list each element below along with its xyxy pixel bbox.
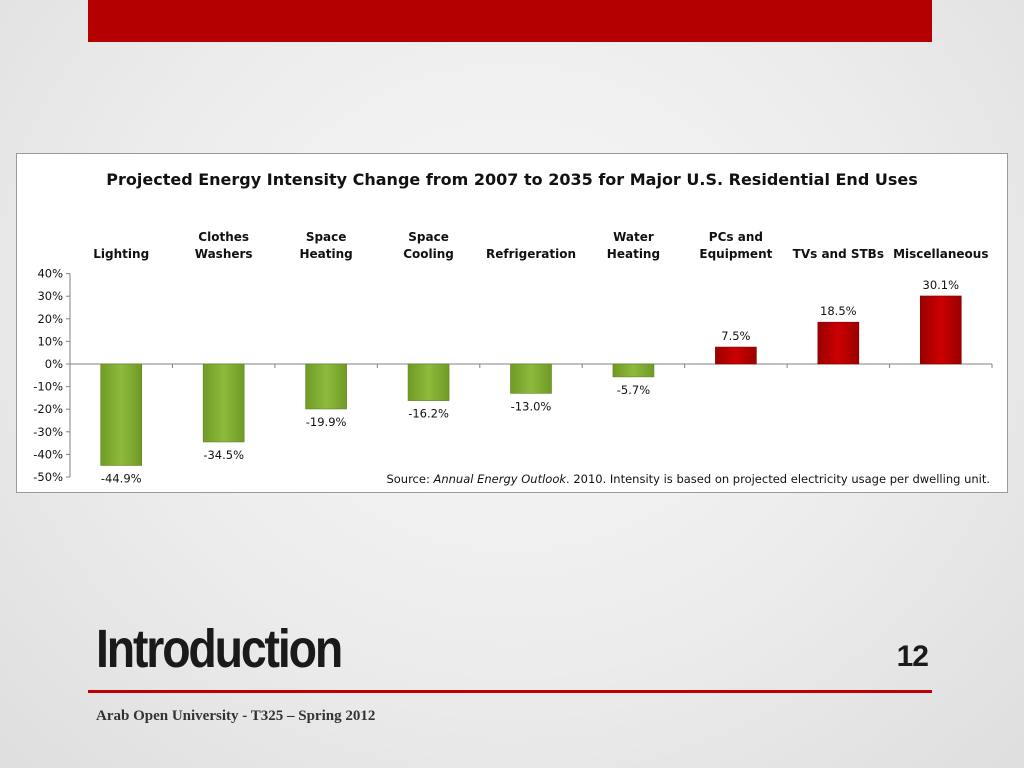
y-axis: 40% 30% 20% 10% 0% -10% -20% -30% -40% -50% [33,267,993,484]
chart-container: Projected Energy Intensity Change from 2… [16,153,1008,493]
bar [100,363,143,466]
data-label: -34.5% [203,448,244,462]
bar [510,363,552,394]
data-label: -13.0% [511,399,552,413]
category-label: Space [408,230,449,244]
chart-title: Projected Energy Intensity Change from 2… [106,170,917,189]
y-tick-label: -30% [33,425,63,439]
page-number: 12 [896,640,929,673]
y-tick-label: 30% [37,289,63,303]
category-label: Clothes [198,230,249,244]
y-tick-label: 10% [37,334,63,348]
category-labels: Lighting Clothes Washers Space Heating Space C… [93,230,988,261]
source-publication: Annual Energy Outlook [432,472,567,486]
y-tick-label: -20% [33,402,63,416]
source-prefix: Source: [386,472,429,486]
data-label: 30.1% [923,278,960,292]
data-label: -44.9% [101,471,142,485]
category-label: PCs and [709,230,763,244]
data-labels: -44.9% -34.5% -19.9% -16.2% -13.0% -5.7% 7.5% 1… [101,278,959,486]
bar [305,363,347,410]
source-note: Source: Annual Energy Outlook. 2010. Int… [386,472,990,486]
y-tick-label: 0% [45,357,63,371]
category-label: TVs and STBs [793,247,884,261]
data-label: -19.9% [306,415,347,429]
footer-divider [88,690,932,693]
source-detail: . 2010. Intensity is based on projected … [566,472,990,486]
data-label: 7.5% [721,329,750,343]
category-label: Refrigeration [486,247,576,261]
category-label: Cooling [403,247,454,261]
top-accent-bar [88,0,932,42]
y-tick-label: -50% [33,470,63,484]
data-label: -16.2% [408,407,449,421]
category-label: Washers [195,247,253,261]
category-label: Space [306,230,347,244]
data-label: 18.5% [820,304,857,318]
category-label: Miscellaneous [893,247,988,261]
y-tick-label: -10% [33,380,63,394]
y-tick-label: 40% [37,267,63,281]
category-label: Heating [607,247,660,261]
bar [202,363,245,443]
data-label: -5.7% [617,383,650,397]
bar [817,321,860,365]
y-tick-label: 20% [37,312,63,326]
category-label: Heating [299,247,352,261]
bar-chart: Projected Energy Intensity Change from 2… [33,170,993,486]
category-label: Water [613,230,654,244]
y-tick-label: -40% [33,447,63,461]
footer-text: Arab Open University - T325 – Spring 201… [96,708,376,724]
bar [715,346,757,365]
category-label: Equipment [699,247,772,261]
category-label: Lighting [93,247,149,261]
bar [919,295,962,365]
bar [612,363,655,378]
bars [100,295,962,466]
slide-title: Introduction [96,619,343,679]
bar [407,363,450,401]
